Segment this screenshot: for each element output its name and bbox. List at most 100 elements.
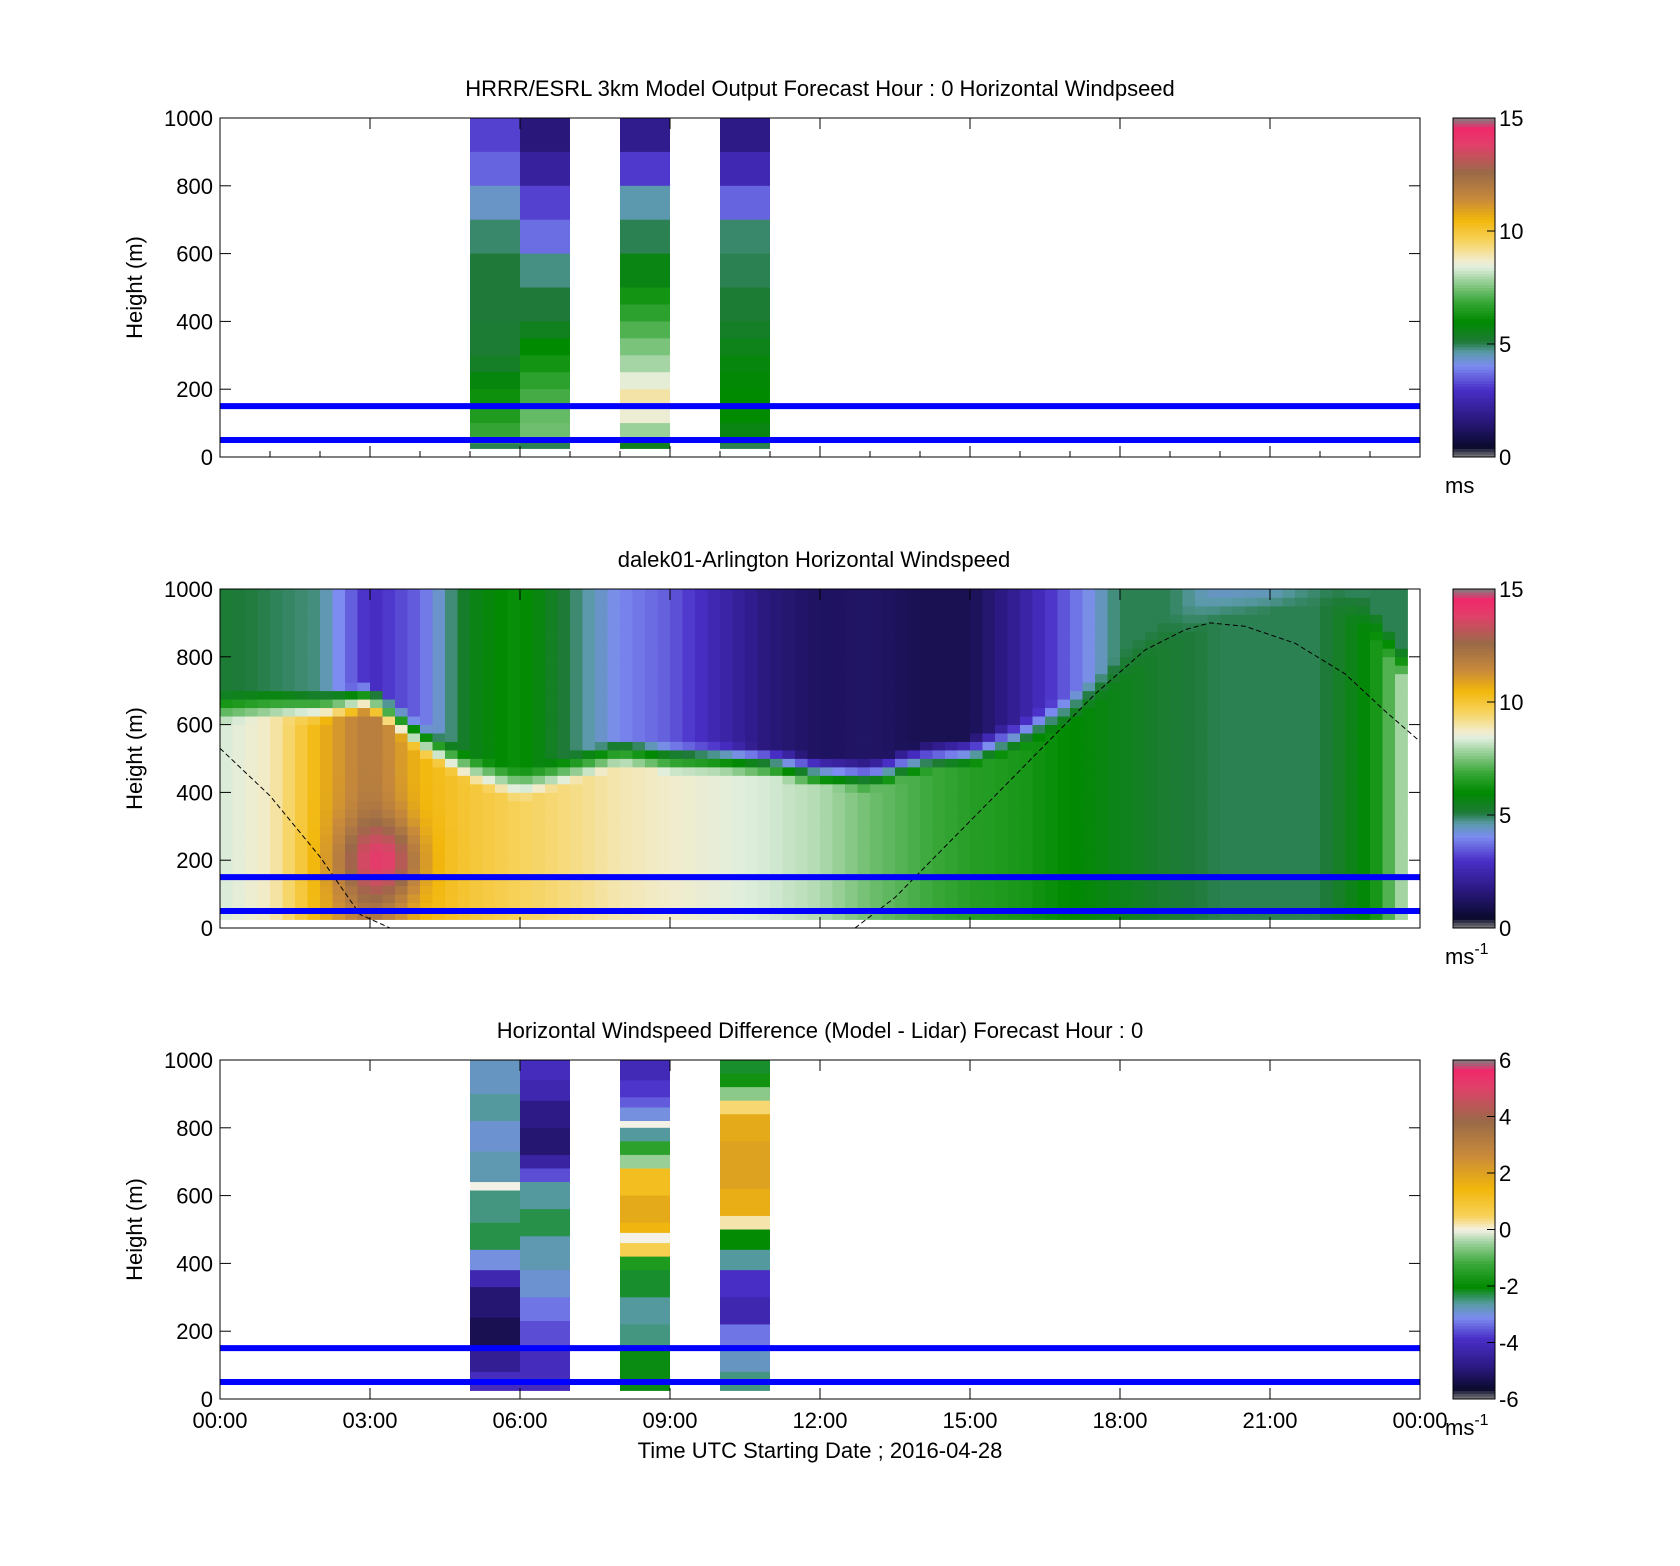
colorbar-segment (1453, 298, 1495, 303)
heatmap-cell (495, 800, 508, 810)
heatmap-cell (1245, 817, 1258, 827)
heatmap-cell (620, 665, 633, 675)
heatmap-cell (445, 885, 458, 895)
heatmap-cell (395, 589, 408, 598)
heatmap-cell (245, 589, 258, 598)
heatmap-cell (420, 673, 433, 683)
heatmap-cell (382, 783, 396, 793)
heatmap-cell (570, 911, 583, 920)
colorbar-segment (1453, 857, 1495, 861)
heatmap-cell (995, 631, 1008, 641)
heatmap-cell (795, 834, 808, 844)
heatmap-cell (770, 673, 783, 683)
heatmap-cell (582, 589, 596, 598)
heatmap-cell (1332, 868, 1346, 878)
heatmap-cell (1345, 682, 1358, 692)
heatmap-cell (1032, 639, 1046, 649)
heatmap-cell (1095, 724, 1108, 734)
heatmap-cell (1282, 792, 1296, 802)
heatmap-cell (495, 605, 508, 615)
heatmap-cell (245, 902, 258, 912)
heatmap-cell (1257, 826, 1271, 836)
heatmap-cell (407, 792, 421, 802)
heatmap-cell (1232, 631, 1246, 641)
heatmap-cell (732, 851, 746, 861)
heatmap-cell (682, 817, 696, 827)
heatmap-cell (495, 868, 508, 878)
heatmap-cell (957, 758, 971, 768)
heatmap-cell (445, 800, 458, 810)
heatmap-cell (1195, 648, 1208, 658)
heatmap-cell (1082, 843, 1096, 853)
heatmap-cell (720, 151, 770, 187)
heatmap-cell (257, 843, 271, 853)
heatmap-cell (720, 1297, 770, 1325)
heatmap-cell (832, 622, 846, 632)
heatmap-cell (620, 1107, 670, 1122)
heatmap-cell (770, 605, 783, 615)
heatmap-cell (1182, 826, 1196, 836)
heatmap-cell (1082, 783, 1096, 793)
heatmap-cell (1095, 783, 1108, 793)
heatmap-cell (845, 800, 858, 810)
heatmap-cell (907, 885, 921, 895)
heatmap-cell (445, 809, 458, 819)
heatmap-cell (1207, 792, 1221, 802)
heatmap-cell (770, 631, 783, 641)
heatmap-cell (1207, 656, 1221, 666)
heatmap-cell (1307, 758, 1321, 768)
x-tick-label: 12:00 (792, 1408, 847, 1433)
heatmap-cell (1020, 750, 1033, 759)
heatmap-cell (470, 665, 483, 675)
heatmap-cell (845, 792, 858, 802)
heatmap-cell (982, 665, 996, 675)
heatmap-cell (382, 597, 396, 607)
difference-panel-title: Horizontal Windspeed Difference (Model -… (497, 1018, 1143, 1043)
heatmap-cell (1032, 750, 1046, 759)
heatmap-cell (532, 750, 546, 759)
heatmap-cell (445, 690, 458, 700)
heatmap-cell (1282, 826, 1296, 836)
heatmap-cell (395, 783, 408, 793)
heatmap-cell (445, 656, 458, 666)
heatmap-cell (445, 834, 458, 844)
colorbar-segment (1453, 1283, 1495, 1287)
heatmap-cell (1095, 614, 1108, 624)
heatmap-cell (257, 792, 271, 802)
heatmap-cell (970, 817, 983, 827)
heatmap-cell (1207, 648, 1221, 658)
heatmap-cell (1320, 589, 1333, 598)
heatmap-cell (920, 673, 933, 683)
heatmap-cell (1307, 605, 1321, 615)
heatmap-cell (732, 834, 746, 844)
heatmap-cell (820, 673, 833, 683)
heatmap-cell (1145, 766, 1158, 776)
heatmap-cell (757, 605, 771, 615)
heatmap-cell (632, 750, 646, 759)
heatmap-cell (695, 826, 708, 836)
heatmap-cell (970, 894, 983, 903)
heatmap-cell (970, 605, 983, 615)
heatmap-cell (320, 758, 333, 768)
heatmap-cell (520, 321, 570, 339)
difference-reference-lines (220, 1345, 1420, 1386)
heatmap-cell (307, 817, 321, 827)
model-windspeed-panel: HRRR/ESRL 3km Model Output Forecast Hour… (122, 76, 1523, 498)
heatmap-cell (770, 716, 783, 726)
heatmap-cell (1082, 877, 1096, 887)
heatmap-cell (1307, 673, 1321, 683)
heatmap-cell (457, 682, 471, 692)
heatmap-cell (395, 665, 408, 675)
heatmap-cell (995, 843, 1008, 853)
heatmap-cell (1207, 911, 1221, 920)
heatmap-cell (1395, 707, 1408, 717)
heatmap-cell (1295, 648, 1308, 658)
heatmap-cell (495, 690, 508, 700)
heatmap-cell (895, 648, 908, 658)
heatmap-cell (982, 648, 996, 658)
heatmap-cell (882, 605, 896, 615)
heatmap-cell (295, 639, 308, 649)
heatmap-cell (1220, 699, 1233, 709)
heatmap-cell (732, 656, 746, 666)
heatmap-cell (720, 1073, 770, 1088)
